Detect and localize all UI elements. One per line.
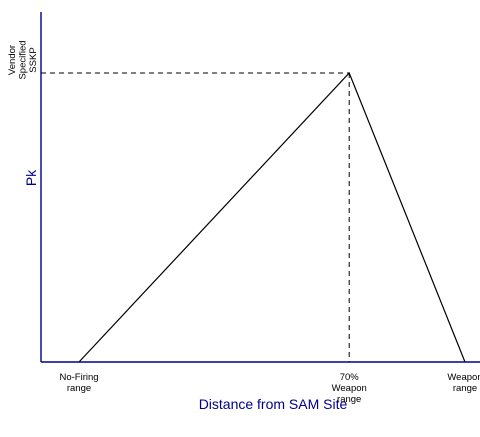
x-tick-labels: No-Firing range 70% Weapon range Weapon range	[59, 372, 480, 405]
y-marker-label-line: SSKP	[28, 47, 39, 72]
y-marker-label-line: Specified	[18, 40, 29, 79]
series-line	[78, 71, 466, 363]
chart-marks	[41, 71, 466, 363]
y-marker-label-line: Vendor	[7, 45, 18, 75]
x-axis-title: Distance from SAM Site	[199, 396, 348, 412]
x-tick-label: 70% Weapon range	[332, 372, 367, 405]
y-axis-title: Pk	[23, 169, 39, 186]
y-marker-label: Vendor Specified SSKP	[7, 40, 39, 79]
x-tick-label: Weapon range	[447, 372, 480, 394]
x-tick-label: No-Firing range	[59, 372, 98, 394]
